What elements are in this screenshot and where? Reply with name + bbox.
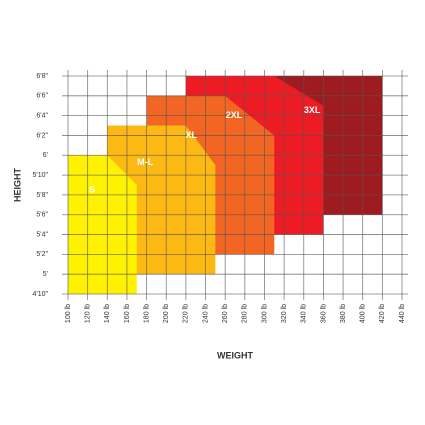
x-tick-label: 160 lb	[124, 304, 131, 323]
x-tick-label: 320 lb	[281, 304, 288, 323]
y-tick-label: 5'10"	[32, 172, 48, 179]
y-tick-label: 5'4"	[36, 231, 48, 238]
x-tick-label: 340 lb	[301, 304, 308, 323]
region-label: 2XL	[226, 110, 243, 120]
x-tick-label: 200 lb	[163, 304, 170, 323]
size-region	[68, 155, 137, 294]
x-tick-label: 400 lb	[360, 304, 367, 323]
y-tick-label: 5'2"	[36, 251, 48, 258]
y-axis-title: HEIGHT	[12, 168, 22, 203]
x-tick-label: 420 lb	[379, 304, 386, 323]
region-label: S	[89, 184, 95, 194]
x-axis-title: WEIGHT	[217, 350, 253, 360]
region-label: XL	[186, 130, 198, 140]
x-tick-label: 220 lb	[183, 304, 190, 323]
y-tick-label: 5'8"	[36, 192, 48, 199]
x-tick-label: 240 lb	[202, 304, 209, 323]
x-tick-label: 360 lb	[320, 304, 327, 323]
region-label: M-L	[137, 157, 153, 167]
x-tick-label: 140 lb	[104, 304, 111, 323]
x-tick-label: 120 lb	[84, 304, 91, 323]
y-tick-label: 5'6"	[36, 212, 48, 219]
y-tick-label: 4'10"	[32, 291, 48, 298]
y-tick-label: 6'4"	[36, 112, 48, 119]
x-tick-label: 260 lb	[222, 304, 229, 323]
x-tick-label: 380 lb	[340, 304, 347, 323]
y-tick-label: 6'2"	[36, 132, 48, 139]
region-label: 3XL	[304, 105, 321, 115]
y-tick-label: 6'	[43, 152, 48, 159]
y-tick-label: 6'6"	[36, 93, 48, 100]
y-tick-label: 6'8"	[36, 73, 48, 80]
x-tick-label: 100 lb	[65, 304, 72, 323]
x-tick-label: 180 lb	[143, 304, 150, 323]
x-tick-label: 440 lb	[399, 304, 406, 323]
y-tick-label: 5'	[43, 271, 48, 278]
x-tick-label: 280 lb	[242, 304, 249, 323]
x-tick-label: 300 lb	[261, 304, 268, 323]
